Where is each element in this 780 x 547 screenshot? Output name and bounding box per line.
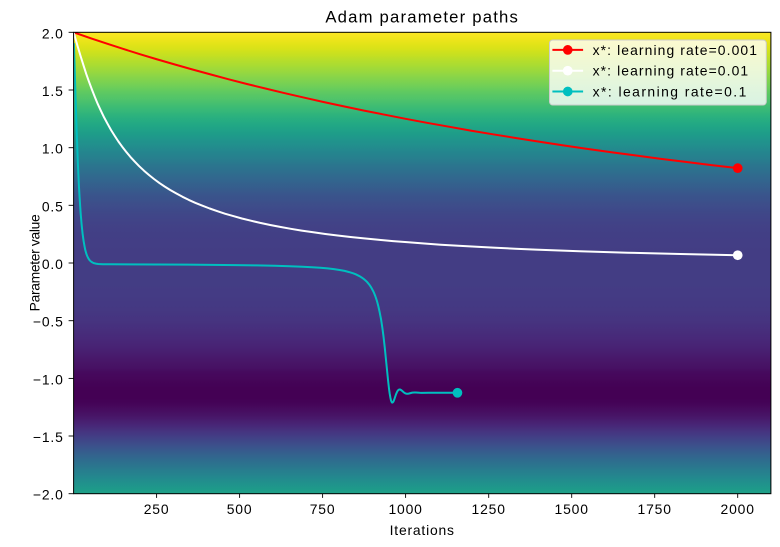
svg-text:1750: 1750	[638, 501, 672, 517]
svg-text:Adam parameter paths: Adam parameter paths	[325, 8, 519, 27]
svg-text:−2.0: −2.0	[33, 487, 64, 503]
svg-text:2.0: 2.0	[42, 25, 64, 41]
svg-text:1250: 1250	[472, 501, 506, 517]
svg-text:x*: learning rate=0.01: x*: learning rate=0.01	[593, 63, 750, 79]
svg-text:x*: learning rate=0.001: x*: learning rate=0.001	[593, 42, 758, 58]
svg-text:1000: 1000	[388, 501, 422, 517]
svg-text:0.5: 0.5	[42, 198, 64, 214]
svg-text:0.0: 0.0	[42, 256, 64, 272]
svg-text:750: 750	[310, 501, 336, 517]
svg-text:1.0: 1.0	[42, 141, 64, 157]
svg-text:1.5: 1.5	[42, 83, 64, 99]
svg-text:−1.5: −1.5	[33, 429, 64, 445]
svg-text:2000: 2000	[721, 501, 755, 517]
svg-text:500: 500	[227, 501, 253, 517]
svg-text:Iterations: Iterations	[390, 522, 455, 538]
svg-text:−1.0: −1.0	[33, 371, 64, 387]
svg-text:250: 250	[144, 501, 170, 517]
svg-text:Parameter value: Parameter value	[27, 214, 43, 311]
svg-text:1500: 1500	[555, 501, 589, 517]
svg-text:x*: learning rate=0.1: x*: learning rate=0.1	[593, 84, 748, 100]
svg-text:−0.5: −0.5	[33, 314, 64, 330]
